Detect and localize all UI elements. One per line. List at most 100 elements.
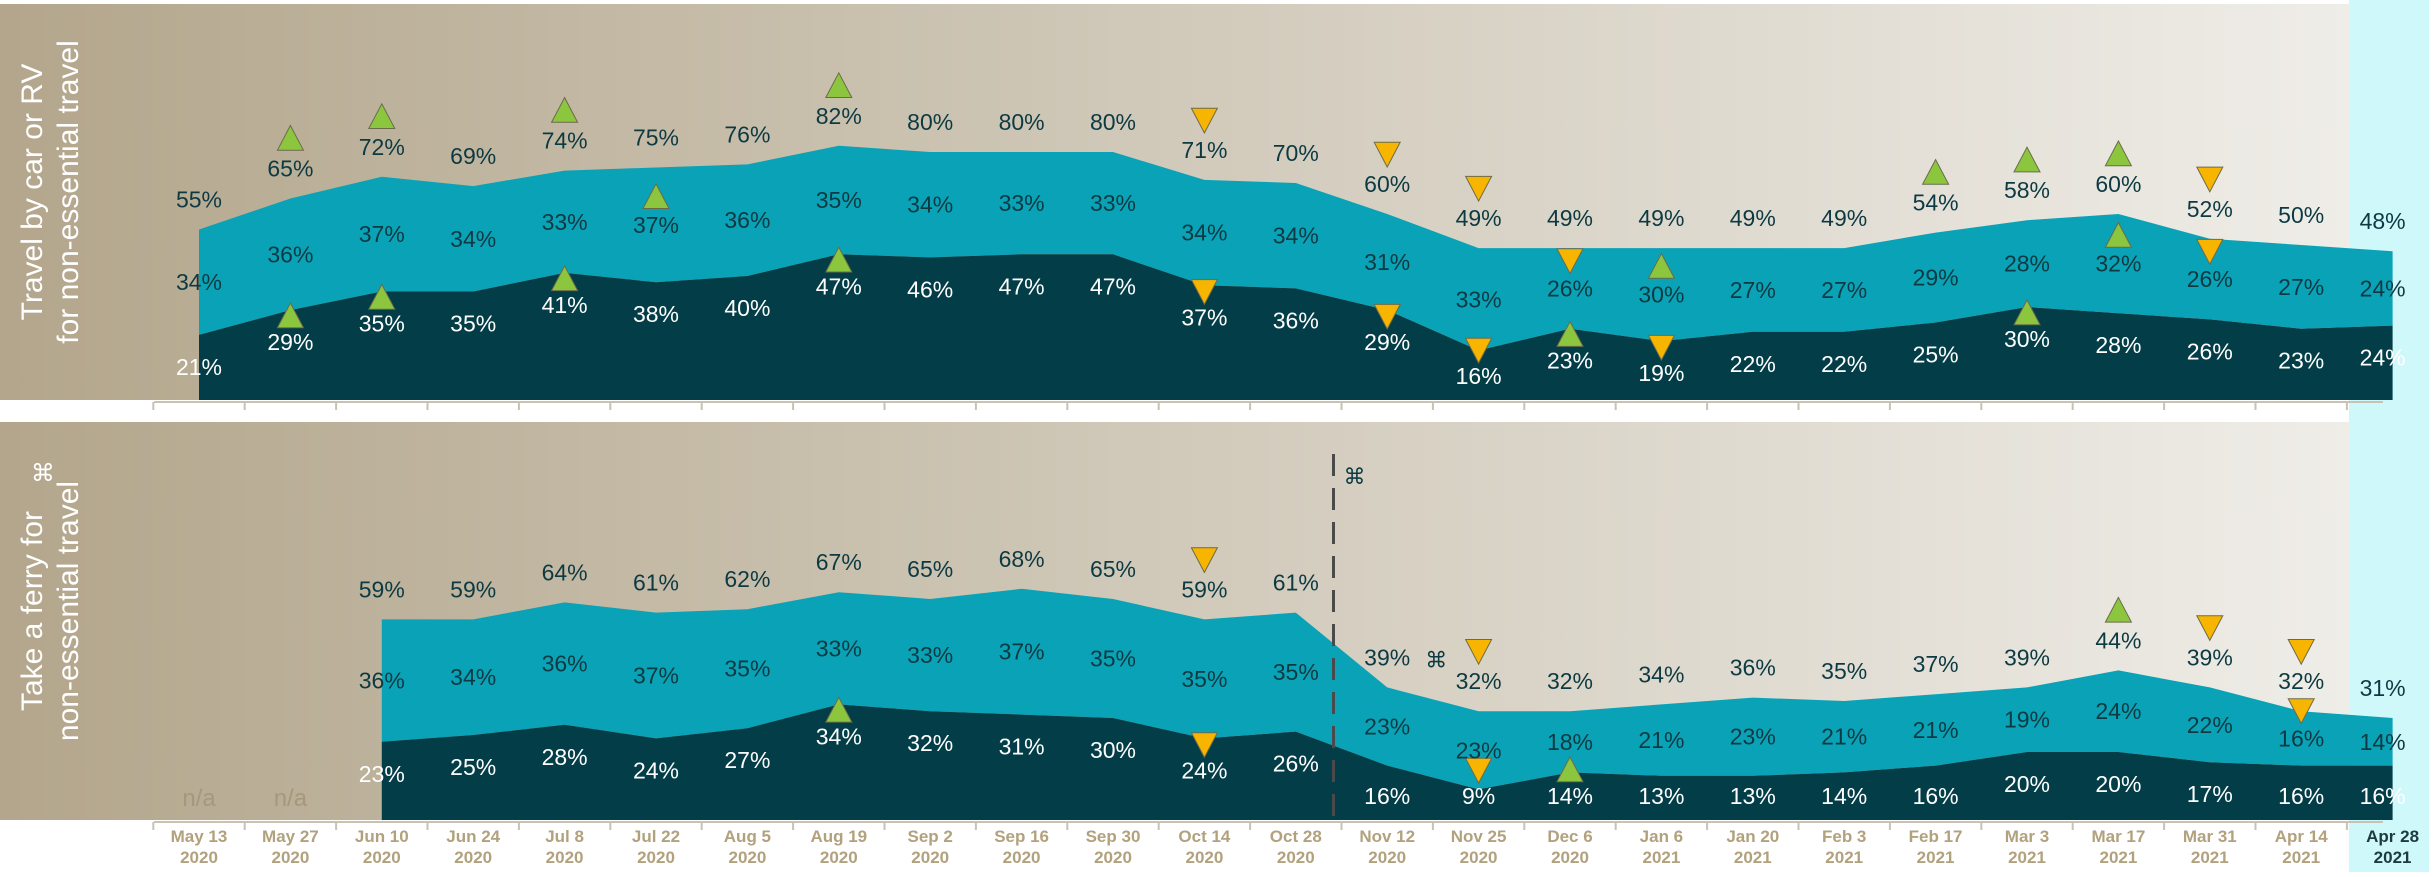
upper-value-label: 35% <box>1273 659 1319 685</box>
lower-value-label: 35% <box>359 311 405 337</box>
lower-value-label: 46% <box>907 276 953 302</box>
total-value-label: 31% <box>2360 675 2406 701</box>
total-value-label: 49% <box>1547 205 1593 231</box>
upper-change-marker <box>2287 698 2316 725</box>
upper-value-label: 14% <box>2360 729 2406 755</box>
upper-value-label: 16% <box>2278 725 2324 751</box>
x-tick-label-year: 2020 <box>1277 848 1315 867</box>
total-value-label: 62% <box>724 566 770 592</box>
upper-value-label: 23% <box>1730 724 1776 750</box>
total-value-label: 59% <box>1181 576 1227 602</box>
lower-value-label: 16% <box>1364 783 1410 809</box>
na-label: n/a <box>274 785 308 812</box>
lower-change-marker <box>1464 337 1493 365</box>
x-tick-label-date: Jan 20 <box>1726 827 1779 846</box>
lower-value-label: 16% <box>2278 783 2324 809</box>
upper-value-label: 36% <box>359 668 405 694</box>
total-value-label: 59% <box>450 576 496 602</box>
total-value-label: 54% <box>1913 190 1959 216</box>
upper-value-label: 36% <box>267 241 313 267</box>
upper-value-label: 34% <box>907 192 953 218</box>
total-value-label: 49% <box>1821 205 1867 231</box>
x-tick-label-year: 2020 <box>546 848 584 867</box>
x-tick-label-date: Dec 6 <box>1547 827 1592 846</box>
x-tick-label-year: 2020 <box>363 848 401 867</box>
upper-value-label: 35% <box>1090 646 1136 672</box>
upper-value-label: 37% <box>359 221 405 247</box>
total-value-label: 39% <box>1364 644 1410 670</box>
lower-value-label: 30% <box>2004 326 2050 352</box>
upper-value-label: 34% <box>450 226 496 252</box>
x-tick-label-date: Jan 6 <box>1640 827 1683 846</box>
y-axis-label-line: non-essential travel <box>52 481 85 741</box>
upper-value-label: 37% <box>999 639 1045 665</box>
x-tick-label-year: 2021 <box>2282 848 2320 867</box>
upper-value-label: 23% <box>1364 714 1410 740</box>
lower-value-label: 23% <box>1547 348 1593 374</box>
total-value-label: 32% <box>2278 668 2324 694</box>
lower-value-label: 14% <box>1821 783 1867 809</box>
total-value-label: 65% <box>1090 556 1136 582</box>
x-tick-label-date: Mar 17 <box>2091 827 2145 846</box>
lower-value-label: 30% <box>1090 737 1136 763</box>
x-tick-label-year: 2021 <box>1917 848 1955 867</box>
total-value-label: 70% <box>1273 140 1319 166</box>
upper-change-marker <box>2104 221 2133 248</box>
total-change-marker <box>1190 107 1219 134</box>
lower-change-marker <box>2013 298 2041 326</box>
total-value-label: 71% <box>1181 137 1227 163</box>
x-tick-label-date: Oct 14 <box>1178 827 1231 846</box>
upper-value-label: 24% <box>2360 275 2406 301</box>
upper-value-label: 28% <box>2004 251 2050 277</box>
lower-value-label: 14% <box>1547 783 1593 809</box>
total-change-marker <box>1373 141 1402 169</box>
upper-value-label: 33% <box>907 642 953 668</box>
total-value-label: 65% <box>907 556 953 582</box>
total-value-label: 80% <box>1090 109 1136 135</box>
lower-value-label: 20% <box>2004 771 2050 797</box>
x-tick-label-date: Mar 31 <box>2183 827 2237 846</box>
x-tick-label-year: 2020 <box>1460 848 1498 867</box>
y-axis-label-line: Take a ferry for <box>16 511 49 711</box>
total-change-marker <box>1190 547 1219 574</box>
lower-change-marker <box>1190 279 1219 306</box>
total-value-label: 80% <box>907 109 953 135</box>
lower-value-label: 31% <box>999 734 1045 760</box>
total-value-label: 65% <box>267 156 313 182</box>
total-value-label: 32% <box>1456 668 1502 694</box>
lower-value-label: 13% <box>1730 783 1776 809</box>
total-value-label: 32% <box>1547 668 1593 694</box>
upper-series-area <box>199 145 2393 351</box>
lower-value-label: 23% <box>359 761 405 787</box>
upper-value-label: 26% <box>1547 275 1593 301</box>
lower-value-label: 17% <box>2187 781 2233 807</box>
total-change-marker <box>2287 639 2316 666</box>
upper-value-label: 26% <box>2187 266 2233 292</box>
total-value-label: 61% <box>633 570 679 596</box>
total-value-label: 82% <box>816 103 862 129</box>
upper-value-label: 35% <box>724 656 770 682</box>
upper-value-label: 33% <box>999 190 1045 216</box>
x-tick-label-year: 2020 <box>1551 848 1589 867</box>
lower-value-label: 9% <box>1462 783 1495 809</box>
panel-1: Travel by car or RV for non-essential tra… <box>0 4 2406 410</box>
upper-value-label: 33% <box>816 635 862 661</box>
x-tick-label-year: 2020 <box>1368 848 1406 867</box>
lower-value-label: 26% <box>1273 751 1319 777</box>
significance-marker: ⌘ <box>1425 647 1447 672</box>
total-value-label: 34% <box>1638 661 1684 687</box>
x-tick-label-date: Jun 10 <box>355 827 409 846</box>
total-change-marker <box>1464 639 1493 666</box>
total-value-label: 80% <box>999 109 1045 135</box>
upper-value-label: 21% <box>1913 717 1959 743</box>
upper-change-marker <box>2195 238 2224 266</box>
total-value-label: 49% <box>1638 205 1684 231</box>
lower-value-label: 38% <box>633 301 679 327</box>
total-value-label: 44% <box>2095 627 2141 653</box>
upper-value-label: 33% <box>1090 190 1136 216</box>
upper-value-label: 37% <box>633 212 679 238</box>
upper-value-label: 31% <box>1364 249 1410 275</box>
x-tick-label-date: Oct 28 <box>1270 827 1322 846</box>
upper-value-label: 22% <box>2187 712 2233 738</box>
